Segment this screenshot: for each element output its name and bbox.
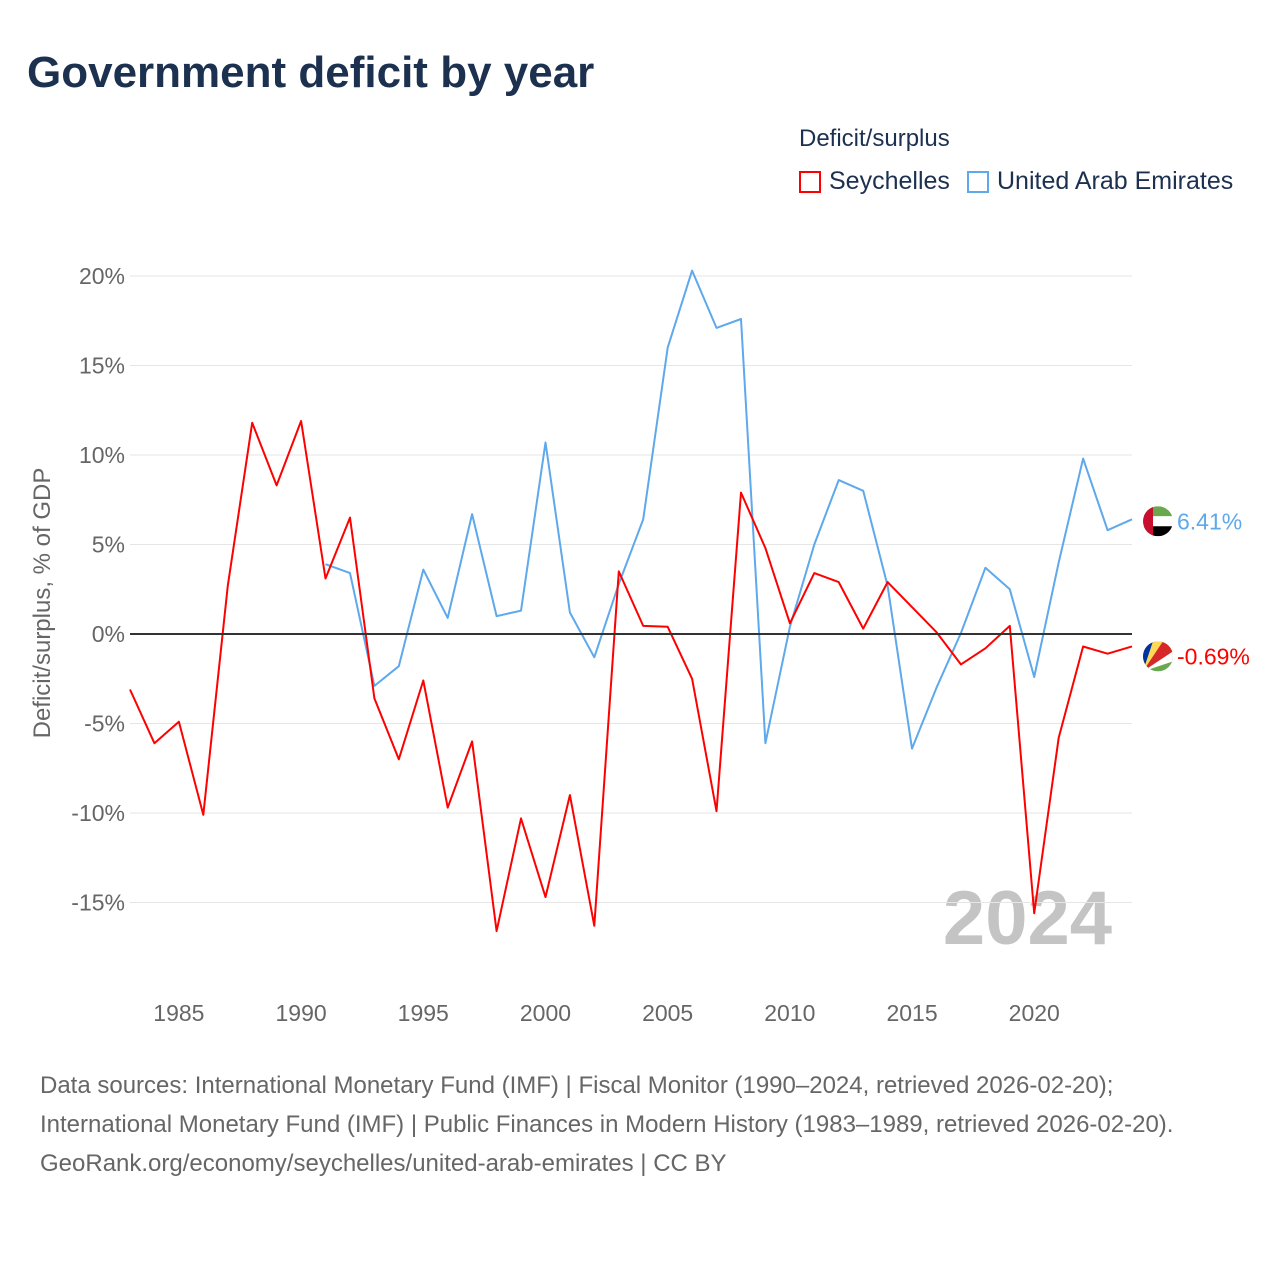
uae-flag-icon — [1143, 506, 1173, 537]
legend-label: United Arab Emirates — [997, 167, 1234, 195]
credit-link[interactable]: GeoRank.org/economy/seychelles/united-ar… — [40, 1150, 727, 1177]
x-tick-label: 1985 — [153, 1000, 204, 1026]
legend-item-seychelles[interactable]: Seychelles — [799, 167, 950, 196]
series-line-united-arab-emirates[interactable] — [325, 269, 1133, 750]
y-tick-label: -10% — [71, 800, 125, 826]
y-tick-label: 10% — [79, 442, 125, 468]
y-tick-label: -15% — [71, 890, 125, 916]
y-tick-label: 0% — [92, 621, 125, 647]
x-tick-label: 2005 — [642, 1000, 693, 1026]
x-tick-label: 1990 — [275, 1000, 326, 1026]
legend-title: Deficit/surplus — [799, 125, 950, 152]
flag-stripe — [1143, 506, 1153, 537]
flag-stripe — [1143, 526, 1173, 537]
seychelles-flag-icon — [1143, 641, 1173, 672]
flag-shape — [1143, 506, 1173, 537]
flag-stripe — [1143, 506, 1173, 517]
x-tick-label: 2000 — [520, 1000, 571, 1026]
x-tick-label: 2015 — [886, 1000, 937, 1026]
legend-swatch-uae — [967, 170, 989, 193]
chart-title: Government deficit by year — [27, 48, 595, 97]
series-line-seychelles[interactable] — [129, 420, 1133, 933]
y-axis-label: Deficit/surplus, % of GDP — [29, 468, 56, 739]
legend-item-uae[interactable]: United Arab Emirates — [967, 167, 1233, 196]
y-tick-label: 5% — [92, 532, 125, 558]
flag-shape — [1143, 641, 1173, 672]
flag-stripe — [1143, 516, 1173, 527]
flag-ray — [1143, 641, 1173, 672]
end-value-label: 6.41% — [1177, 508, 1242, 534]
flag-ray — [1143, 651, 1173, 672]
footer: Data sources: International Monetary Fun… — [40, 1066, 1240, 1183]
x-tick-label: 2020 — [1009, 1000, 1060, 1026]
y-tick-label: 20% — [79, 263, 125, 289]
legend-label: Seychelles — [829, 167, 950, 195]
legend-swatch-seychelles — [799, 170, 821, 193]
data-sources: Data sources: International Monetary Fun… — [40, 1072, 1174, 1138]
y-tick-label: -5% — [84, 711, 125, 737]
end-value-label: -0.69% — [1177, 643, 1250, 669]
x-tick-label: 1995 — [398, 1000, 449, 1026]
year-watermark: 2024 — [943, 876, 1112, 961]
x-tick-label: 2010 — [764, 1000, 815, 1026]
y-tick-label: 15% — [79, 353, 125, 379]
